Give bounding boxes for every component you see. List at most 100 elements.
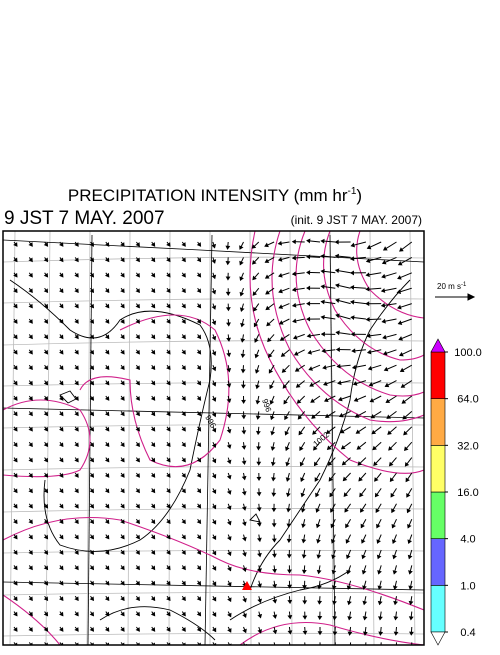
- wind-arrow-head: [318, 632, 321, 635]
- contour-label: 996: [260, 398, 273, 414]
- wind-arrow-head: [279, 290, 282, 293]
- wind-arrow-head: [269, 370, 272, 373]
- wind-arrow-head: [213, 521, 216, 524]
- wind-arrow-head: [304, 647, 307, 650]
- wind-arrow-head: [273, 615, 276, 618]
- wind-arrow-head: [227, 277, 230, 280]
- wind-arrow-head: [394, 602, 397, 605]
- wind-arrow-head: [242, 385, 245, 388]
- wind-arrow-head: [322, 349, 325, 352]
- wind-arrow-head: [213, 459, 216, 462]
- wind-arrow-head: [213, 321, 216, 324]
- wind-arrow-head: [362, 555, 365, 558]
- wind-arrow-head: [397, 290, 400, 293]
- wind-arrow-head: [368, 351, 371, 354]
- wind-arrow-head: [307, 318, 310, 321]
- wind-arrow-head: [303, 616, 306, 619]
- wind-arrow: [365, 642, 366, 650]
- wind-arrow-head: [213, 429, 216, 432]
- wind-arrow-head: [379, 601, 382, 604]
- wind-arrow-head: [300, 463, 303, 466]
- wind-arrow-head: [293, 304, 296, 307]
- wind-arrow-head: [293, 272, 296, 275]
- wind-arrow-head: [352, 349, 355, 352]
- wind-arrow-head: [243, 568, 246, 571]
- wind-arrow-head: [379, 617, 382, 620]
- wind-arrow-head: [256, 401, 259, 404]
- title-text: PRECIPITATION INTENSITY (mm hr: [68, 186, 348, 205]
- wind-arrow-head: [258, 569, 261, 572]
- wind-arrow-head: [293, 240, 296, 243]
- wind-arrow-head: [265, 260, 268, 263]
- wind-arrow-head: [243, 614, 246, 617]
- wind-arrow-head: [274, 646, 277, 649]
- wind-arrow-head: [382, 304, 385, 307]
- wind-arrow-head: [213, 552, 216, 555]
- wind-arrow-head: [378, 586, 381, 589]
- wind-arrow-head: [410, 617, 413, 620]
- wind-arrow-head: [339, 398, 342, 401]
- map: 996 996 1002: [3, 231, 424, 650]
- wind-arrow-head: [213, 628, 216, 631]
- wind-arrow-head: [226, 246, 229, 249]
- colorbar-under: [431, 632, 445, 645]
- wind-arrow-head: [227, 323, 230, 326]
- wind-arrow-head: [213, 444, 216, 447]
- wind-arrow-head: [228, 598, 231, 601]
- wind-arrow-head: [243, 599, 246, 602]
- wind-arrow-head: [346, 524, 349, 527]
- wind-arrow-head: [398, 276, 401, 279]
- wind-arrow-head: [346, 540, 349, 543]
- wind-arrow-head: [226, 262, 229, 265]
- wind-arrow-head: [272, 493, 275, 496]
- wind-arrow-head: [243, 461, 246, 464]
- wind-arrow-head: [351, 301, 354, 304]
- wind-arrow-head: [279, 258, 282, 261]
- wind-scale-text: 20 m s: [437, 282, 461, 291]
- wind-arrow-head: [228, 537, 231, 540]
- wind-arrow-head: [336, 269, 339, 272]
- wind-arrow-head: [307, 287, 310, 290]
- wind-arrow-head: [213, 582, 216, 585]
- wind-arrow-head: [228, 445, 231, 448]
- wind-arrow-head: [322, 333, 325, 336]
- wind-arrow-head: [370, 383, 373, 386]
- wind-scale-sup: -1: [461, 282, 467, 288]
- wind-arrow-head: [351, 286, 354, 289]
- wind-arrow-head: [409, 602, 412, 605]
- wind-arrow-head: [377, 540, 380, 543]
- wind-arrow-head: [281, 337, 284, 340]
- wind-arrow-head: [295, 352, 298, 355]
- wind-arrow-head: [377, 525, 380, 528]
- wind-arrow-head: [242, 370, 245, 373]
- wind-arrow-head: [394, 632, 397, 635]
- wind-arrow-head: [351, 271, 354, 274]
- wind-arrow-head: [258, 538, 261, 541]
- colorbar-label: 32.0: [457, 440, 478, 452]
- wind-arrow-head: [213, 475, 216, 478]
- wind-arrow-head: [255, 339, 258, 342]
- wind-arrow-head: [326, 415, 329, 418]
- wind-arrow-head: [333, 601, 336, 604]
- wind-arrow-head: [307, 271, 310, 274]
- wind-arrow-head: [228, 491, 231, 494]
- wind-arrow-head: [228, 568, 231, 571]
- wind-arrow-head: [361, 524, 364, 527]
- wind-arrow-head: [408, 540, 411, 543]
- wind-arrow-head: [288, 600, 291, 603]
- wind-arrow-head: [336, 299, 339, 302]
- wind-arrow-head: [279, 274, 282, 277]
- wind-arrow-head: [228, 614, 231, 617]
- wind-arrow-head: [351, 257, 354, 260]
- wind-arrow-head: [367, 259, 370, 262]
- wind-arrow-head: [401, 369, 404, 372]
- wind-arrow-head: [243, 538, 246, 541]
- wind-arrow-head: [386, 400, 389, 403]
- wind-arrow-head: [336, 314, 339, 317]
- wind-arrow-head: [307, 239, 310, 242]
- wind-arrow-head: [287, 524, 290, 527]
- colorbar-segment: [431, 492, 445, 539]
- wind-arrow-head: [242, 431, 245, 434]
- wind-arrow-head: [308, 334, 311, 337]
